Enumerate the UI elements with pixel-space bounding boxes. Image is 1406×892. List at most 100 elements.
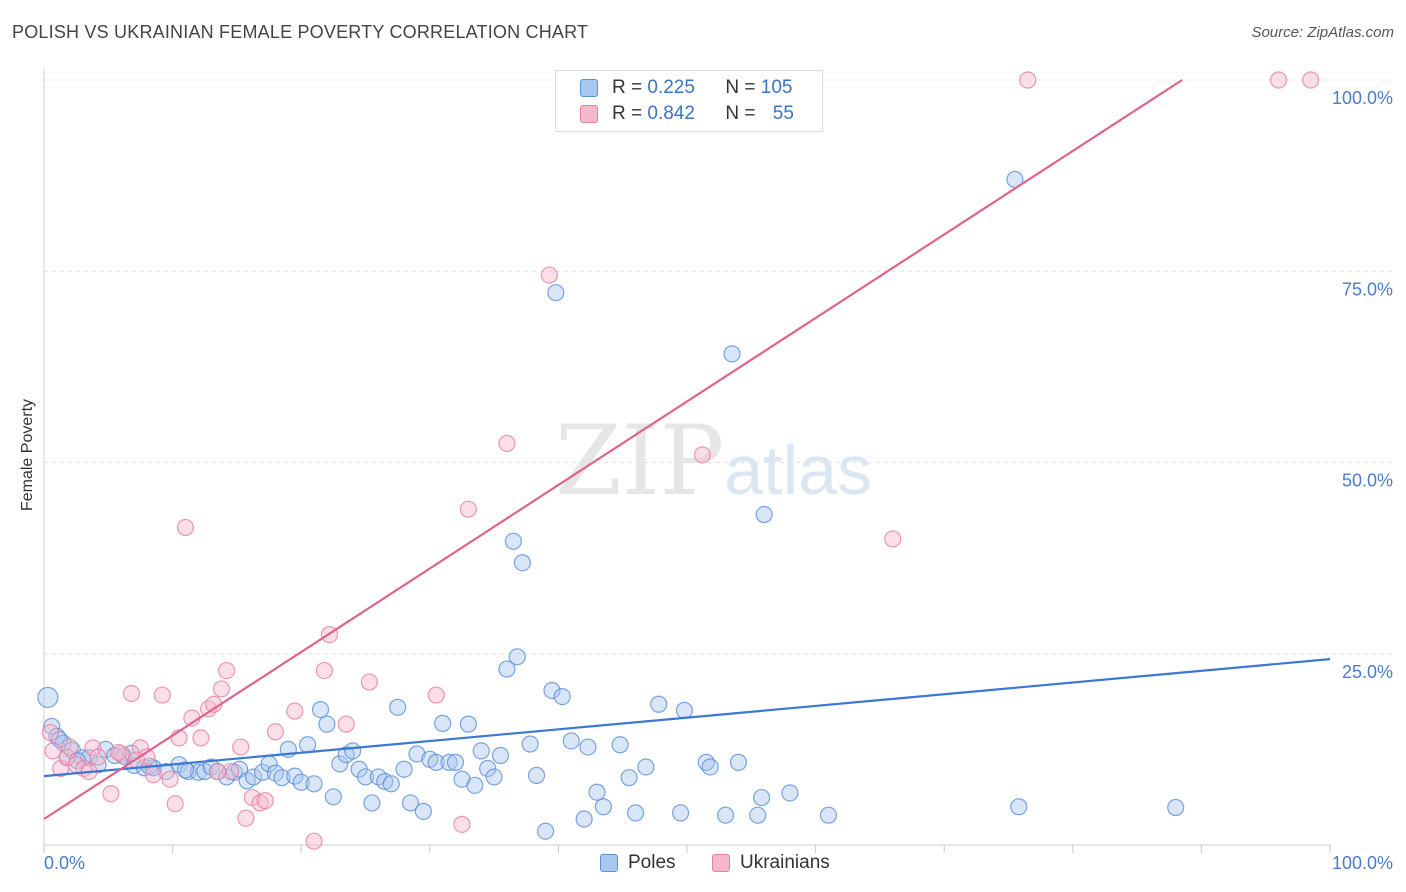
ukrainians-point (122, 684, 141, 703)
ukrainians-point (459, 500, 477, 518)
stats-box: R = 0.225 N = 105 R = 0.842 N = 55 (555, 70, 823, 132)
poles-point (1167, 798, 1185, 817)
watermark-zip: ZIP (555, 405, 725, 517)
ukrainians-point (153, 686, 171, 704)
poles-r-value: 0.225 (647, 77, 695, 98)
ukrainians-point (44, 742, 62, 760)
poles-point (1010, 798, 1028, 816)
poles-point (245, 768, 263, 786)
poles-point (626, 804, 645, 822)
poles-point (701, 758, 719, 776)
poles-point (299, 736, 317, 754)
poles-point (427, 753, 445, 771)
poles-point (273, 769, 291, 787)
poles-point (749, 806, 767, 824)
poles-point (521, 735, 539, 753)
ukrainians-point (427, 686, 445, 704)
ukrainians-point (1019, 71, 1037, 89)
ukrainians-point (305, 832, 323, 850)
poles-point (434, 714, 452, 732)
poles-point (508, 648, 526, 666)
ukrainians-point (192, 729, 210, 747)
ukrainians-point (540, 266, 558, 284)
ukrainians-point (337, 715, 355, 733)
source-label: Source: ZipAtlas.com (1251, 24, 1394, 41)
poles-point (331, 755, 349, 773)
poles-point (491, 746, 510, 765)
ukrainians-point (218, 661, 236, 680)
y-tick-label: 25.0% (1342, 662, 1393, 682)
poles-point (781, 784, 799, 802)
y-tick-label: 100.0% (1332, 88, 1393, 108)
poles-point (318, 715, 336, 733)
poles-point (620, 769, 638, 787)
poles-r-label: R = (612, 77, 643, 98)
poles-point (536, 822, 555, 840)
ukrainians-point (212, 680, 231, 698)
poles-point (513, 554, 531, 572)
poles-point (356, 768, 375, 786)
ukrainians-point (176, 518, 195, 537)
poles-n-label: N = (725, 77, 756, 98)
poles-point (547, 284, 565, 302)
legend-label-ukrainians: Ukrainians (740, 852, 830, 873)
poles-point (189, 763, 207, 781)
poles-point (498, 660, 516, 678)
ukrainians-n-label: N = (725, 103, 756, 124)
poles-point (408, 745, 426, 763)
ukrainians-point (453, 815, 471, 833)
ukrainians-point (209, 762, 227, 781)
ukrainians-point (221, 762, 240, 781)
poles-point (755, 505, 773, 524)
ukrainians-point (41, 723, 60, 742)
legend-label-poles: Poles (628, 852, 676, 873)
poles-point (671, 804, 690, 822)
poles-point (305, 775, 323, 793)
legend-item-ukrainians: Ukrainians (712, 852, 830, 874)
ukrainians-point (200, 700, 218, 718)
poles-point (594, 798, 613, 816)
ukrainians-point (237, 809, 255, 827)
ukrainians-point (1269, 71, 1288, 89)
ukrainians-r-value: 0.842 (647, 103, 695, 124)
watermark-atlas: atlas (724, 431, 873, 509)
poles-point (324, 788, 342, 806)
ukrainians-point (315, 661, 333, 680)
poles-point (553, 687, 571, 706)
ukrainians-point (166, 795, 184, 813)
poles-point (311, 700, 330, 719)
poles-point (588, 783, 606, 801)
poles-point (382, 775, 400, 793)
stats-row-poles: R = 0.225 N = 105 (580, 75, 792, 101)
ukrainians-point (144, 766, 162, 784)
poles-point (716, 806, 735, 824)
ukrainians-r-label: R = (612, 103, 643, 124)
poles-point (344, 742, 362, 760)
legend-item-poles: Poles (600, 852, 676, 874)
ukrainians-point (360, 673, 378, 691)
poles-point (723, 345, 741, 363)
poles-point (401, 794, 420, 812)
poles-point (575, 810, 593, 828)
poles-point (440, 753, 458, 771)
x-tick-label: 0.0% (44, 853, 85, 873)
poles-point (176, 761, 195, 779)
ukrainians-point (266, 723, 285, 741)
poles-point (363, 794, 381, 812)
poles-point (650, 695, 668, 713)
poles-point (286, 767, 304, 785)
ukrainians-point (102, 785, 120, 803)
ukrainians-legend-swatch-icon (712, 854, 730, 872)
stats-row-ukrainians: R = 0.842 N = 55 (580, 101, 794, 127)
ukrainians-point (498, 434, 516, 452)
poles-point (395, 760, 413, 778)
ukrainians-point (693, 446, 712, 464)
poles-point (543, 681, 561, 700)
y-tick-label: 50.0% (1342, 471, 1393, 491)
ukrainians-point (161, 770, 179, 788)
ukrainians-point (109, 743, 128, 762)
poles-legend-swatch-icon (600, 854, 618, 872)
watermark: ZIPatlas (555, 405, 872, 517)
chart-title: POLISH VS UKRAINIAN FEMALE POVERTY CORRE… (12, 22, 589, 42)
poles-point (292, 773, 310, 791)
